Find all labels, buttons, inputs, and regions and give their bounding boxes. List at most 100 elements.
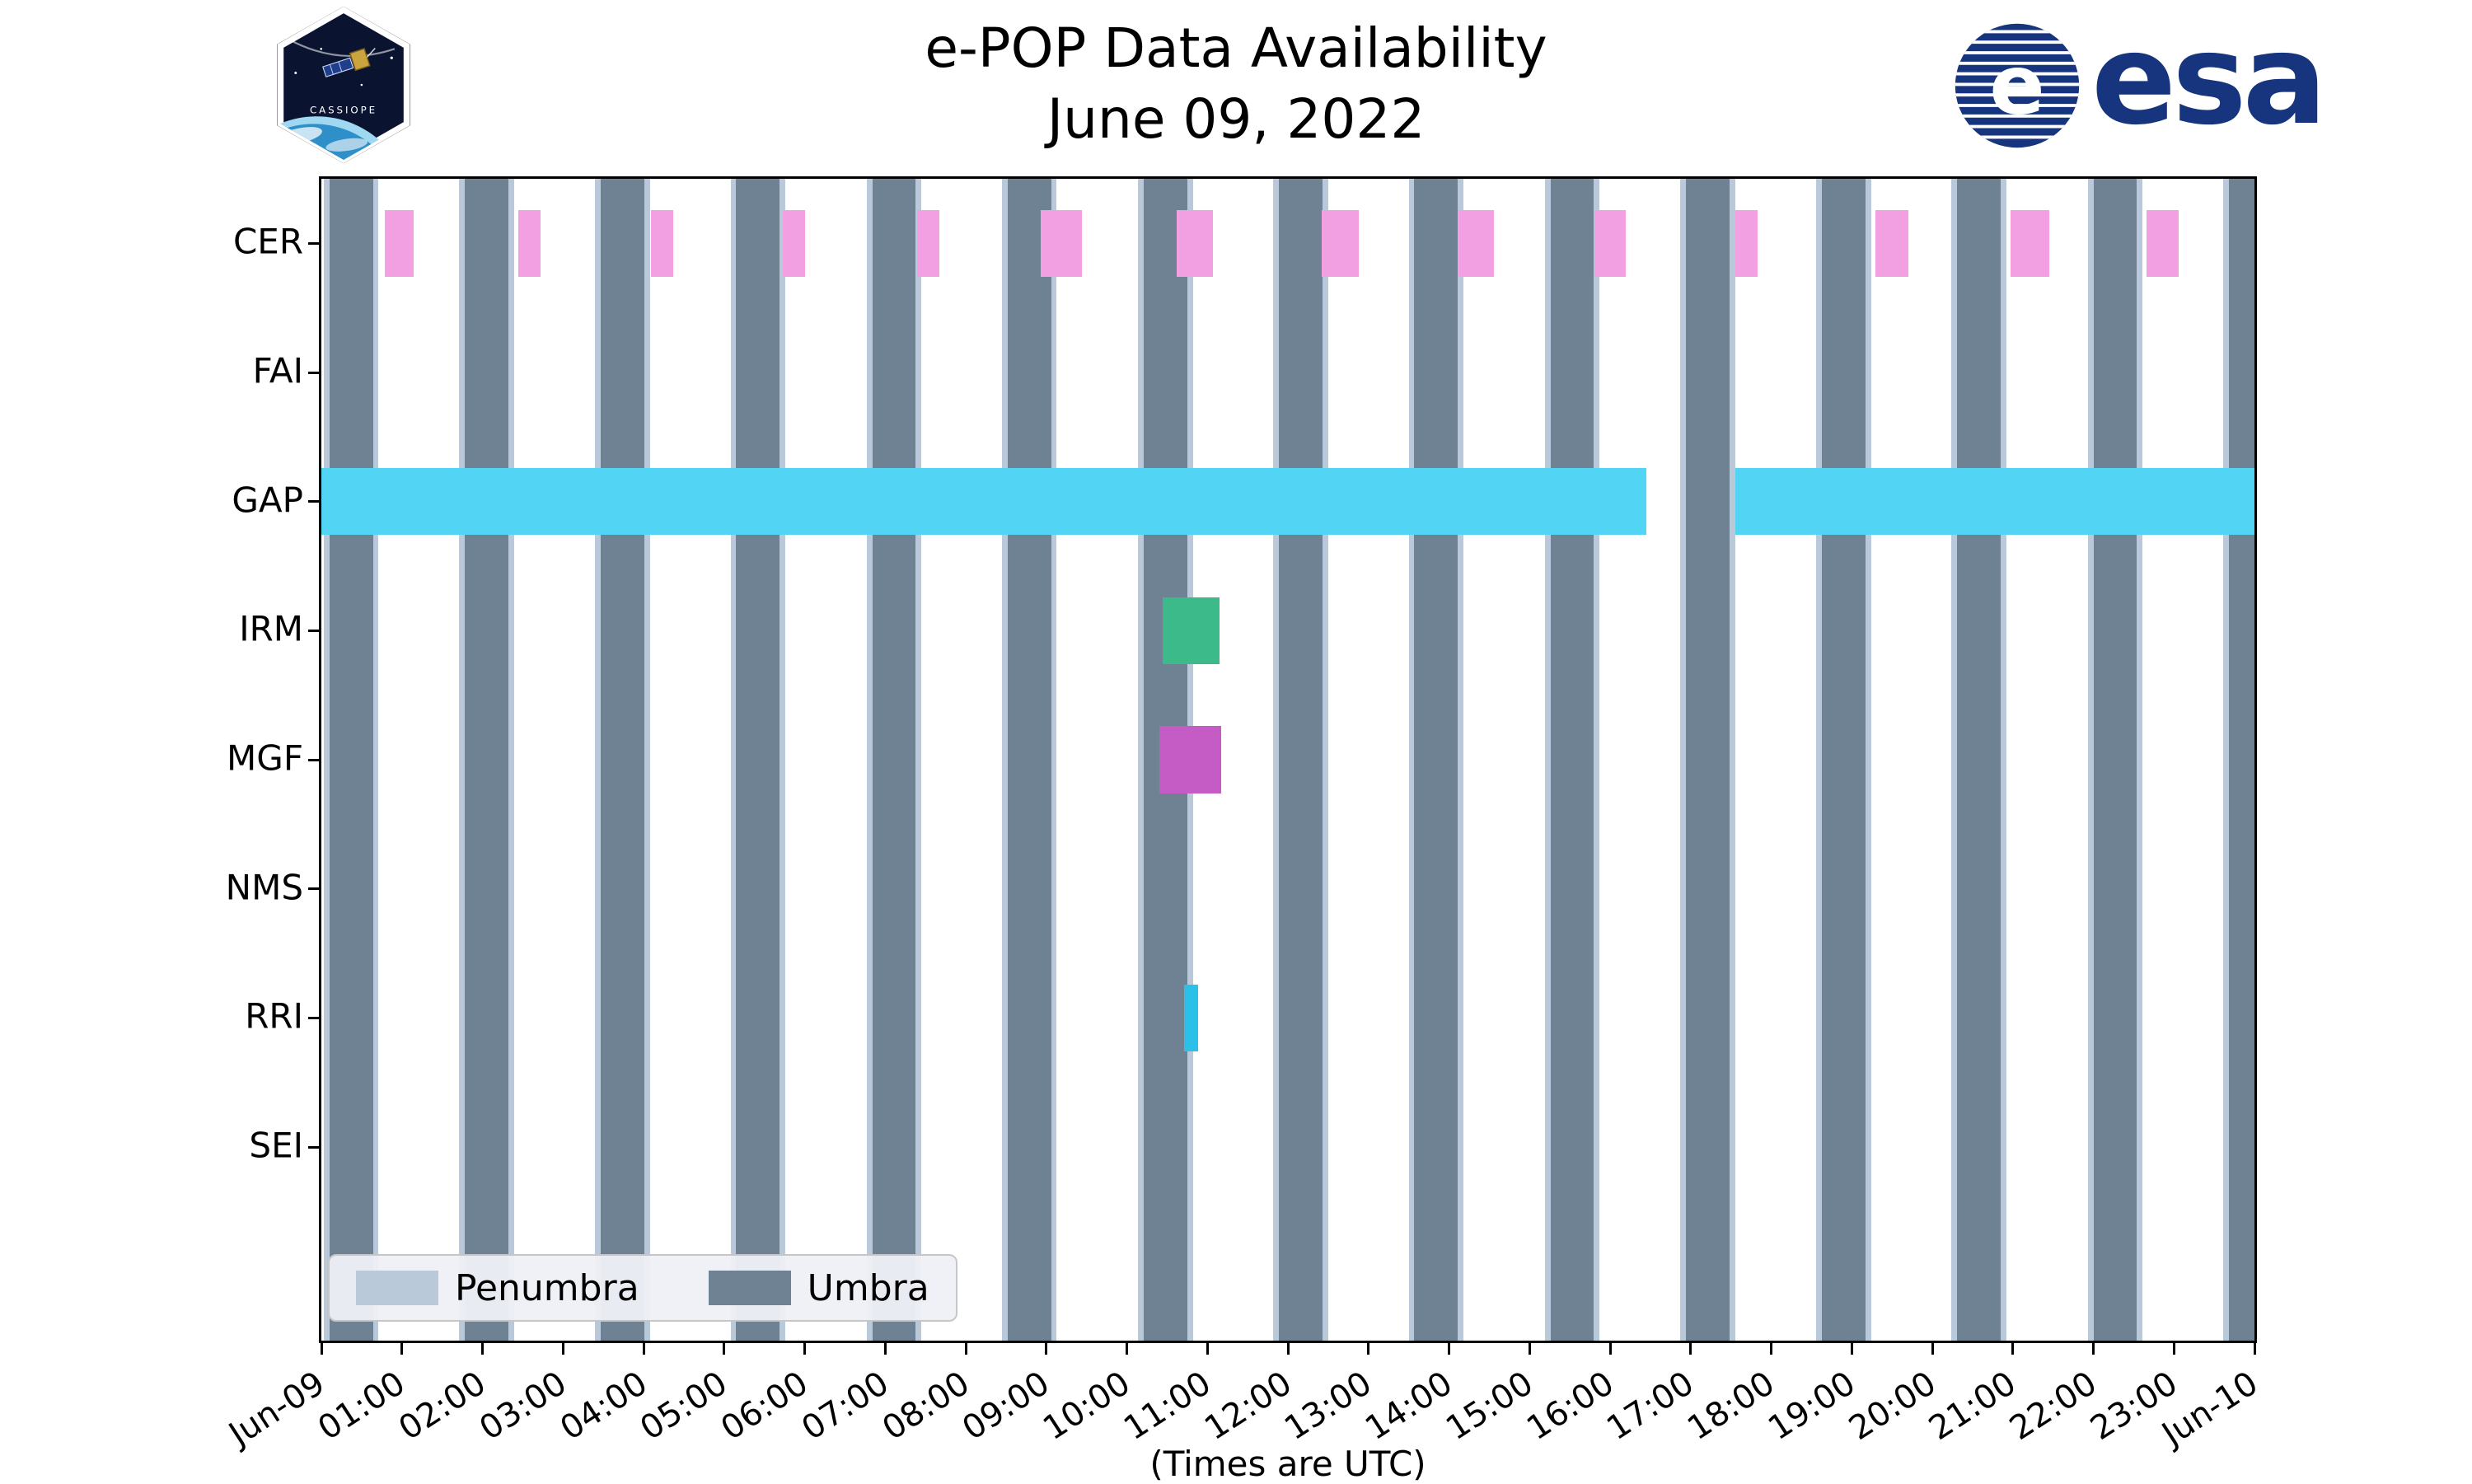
x-tick-mark (1045, 1343, 1048, 1355)
y-label-gap: GAP (232, 480, 303, 521)
gap-availability-bar (321, 467, 1646, 536)
umbra-band (1550, 179, 1594, 1341)
cer-availability-bar (517, 209, 541, 278)
x-tick-mark (1367, 1343, 1370, 1355)
y-tick-mark (308, 241, 319, 245)
esa-logo: e esa (1951, 7, 2327, 152)
legend: Penumbra Umbra (328, 1254, 957, 1322)
x-label: 08:00 (875, 1364, 976, 1449)
cer-availability-bar (1875, 209, 1908, 278)
x-label: 16:00 (1519, 1364, 1621, 1449)
x-tick-mark (2172, 1343, 2175, 1355)
x-label: 10:00 (1037, 1364, 1138, 1449)
umbra-band (1957, 179, 2001, 1341)
y-label-nms: NMS (225, 867, 303, 908)
x-tick-mark (1770, 1343, 1772, 1355)
x-label: 15:00 (1440, 1364, 1540, 1449)
y-tick-mark (308, 758, 319, 761)
x-tick-mark (1850, 1343, 1853, 1355)
x-tick-mark (803, 1343, 806, 1355)
x-tick-mark (1206, 1343, 1209, 1355)
cer-availability-bar (385, 209, 414, 278)
esa-emblem-icon: e (1955, 23, 2080, 148)
y-tick-mark (308, 1016, 319, 1019)
y-label-irm: IRM (239, 608, 303, 649)
penumbra-swatch (356, 1271, 438, 1305)
x-tick-mark (2253, 1343, 2256, 1355)
legend-label-umbra: Umbra (807, 1266, 929, 1309)
x-tick-mark (1286, 1343, 1290, 1355)
title-block: e-POP Data Availability June 09, 2022 (0, 13, 2472, 155)
y-tick-mark (308, 1145, 319, 1149)
x-label: 13:00 (1278, 1364, 1379, 1449)
umbra-band (464, 179, 508, 1341)
x-label: 04:00 (553, 1364, 654, 1449)
umbra-band (601, 179, 644, 1341)
x-tick-mark (1448, 1343, 1450, 1355)
umbra-band (1685, 179, 1730, 1341)
umbra-band (2093, 179, 2137, 1341)
legend-item-umbra: Umbra (708, 1266, 929, 1309)
y-tick-mark (308, 371, 319, 374)
rri-availability-bar (1183, 984, 1198, 1052)
x-tick-mark (1608, 1343, 1612, 1355)
x-label: 17:00 (1600, 1364, 1702, 1449)
y-label-sei: SEI (249, 1125, 303, 1166)
x-tick-mark (320, 1343, 323, 1355)
x-label: 11:00 (1117, 1364, 1218, 1449)
irm-availability-bar (1162, 597, 1220, 665)
y-label-fai: FAI (252, 350, 303, 391)
y-label-mgf: MGF (227, 737, 303, 779)
x-axis-note: (Times are UTC) (1149, 1444, 1426, 1484)
umbra-band (2228, 179, 2254, 1341)
chart-title: e-POP Data Availability (925, 16, 1547, 80)
x-tick-mark (1931, 1343, 1934, 1355)
legend-item-penumbra: Penumbra (356, 1267, 639, 1309)
mgf-availability-bar (1159, 726, 1221, 793)
umbra-band (329, 179, 373, 1341)
x-tick-mark (1689, 1343, 1692, 1355)
x-label: 12:00 (1197, 1364, 1299, 1449)
cer-availability-bar (1177, 209, 1214, 278)
x-tick-mark (561, 1343, 564, 1355)
cer-availability-bar (650, 209, 674, 278)
x-label: 05:00 (634, 1364, 735, 1449)
cer-availability-bar (1322, 209, 1359, 278)
umbra-band (1279, 179, 1323, 1341)
x-label: 21:00 (1922, 1364, 2024, 1449)
y-label-rri: RRI (245, 995, 303, 1037)
x-label: 02:00 (392, 1364, 494, 1449)
y-tick-mark (308, 500, 319, 503)
x-label: 20:00 (1842, 1364, 1943, 1449)
x-tick-mark (481, 1343, 484, 1355)
umbra-band (1007, 179, 1051, 1341)
x-label: 06:00 (714, 1364, 816, 1449)
x-tick-mark (723, 1343, 726, 1355)
chart-subtitle: June 09, 2022 (1046, 87, 1426, 151)
cer-availability-bar (1458, 209, 1495, 278)
umbra-band (872, 179, 916, 1341)
x-label: 01:00 (311, 1364, 413, 1449)
cassiope-patch-icon: CASSIOPE (277, 6, 410, 164)
cer-availability-bar (783, 209, 806, 278)
x-tick-mark (964, 1343, 967, 1355)
esa-wordmark: esa (2091, 7, 2327, 152)
x-label: 03:00 (473, 1364, 574, 1449)
x-label: 14:00 (1359, 1364, 1460, 1449)
cassiope-patch-text: CASSIOPE (310, 105, 377, 116)
x-label: Jun-09 (222, 1364, 332, 1454)
umbra-band (1822, 179, 1866, 1341)
plot-frame (319, 176, 2257, 1343)
x-label: 09:00 (956, 1364, 1057, 1449)
x-tick-mark (642, 1343, 645, 1355)
umbra-band (736, 179, 780, 1341)
plot-area (321, 179, 2254, 1341)
y-label-cer: CER (232, 221, 303, 262)
umbra-swatch (708, 1271, 791, 1305)
x-label: 19:00 (1762, 1364, 1862, 1449)
gap-availability-bar (1735, 467, 2254, 536)
umbra-band (1414, 179, 1458, 1341)
x-tick-mark (2092, 1343, 2095, 1355)
x-tick-mark (883, 1343, 887, 1355)
